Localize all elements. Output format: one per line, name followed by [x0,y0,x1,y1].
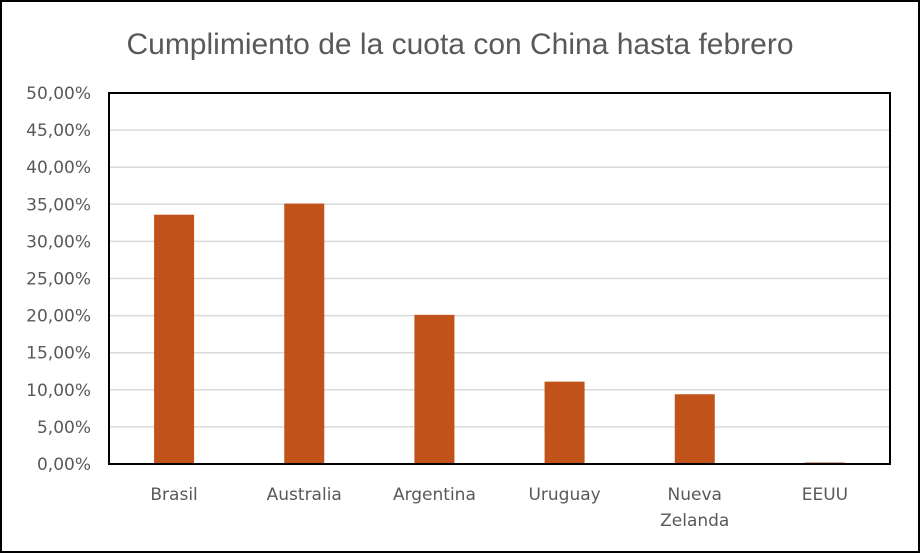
bar-australia [284,203,325,465]
y-tick-label: 40,00% [26,158,91,178]
x-category-label: Australia [267,485,342,505]
bar-brasil [154,214,195,464]
bar-nueva-zelanda [674,394,715,464]
bar-uruguay [544,381,585,464]
y-tick-label: 0,00% [37,455,91,475]
x-category-label: Nueva Zelanda [660,485,729,531]
y-tick-label: 30,00% [26,232,91,252]
y-tick-label: 10,00% [26,381,91,401]
gridlines [109,92,890,465]
plot-area-border [108,92,891,465]
bar-argentina [414,314,455,464]
x-axis-category-labels: Brasil Australia Argentina Uruguay Nueva Zela… [150,485,848,531]
x-category-label: Argentina [393,485,476,505]
y-axis-tick-labels: 0,00% 5,00% 10,00% 15,00% 20,00% 25,00% 30,00%… [26,84,91,475]
y-tick-label: 20,00% [26,307,91,327]
y-tick-label: 15,00% [26,344,91,364]
x-category-label: Brasil [150,485,197,505]
x-category-label: Uruguay [528,485,600,505]
x-category-label: EEUU [802,485,848,505]
y-tick-label: 35,00% [26,195,91,215]
bars [154,203,845,465]
y-tick-label: 25,00% [26,270,91,290]
y-tick-label: 45,00% [26,121,91,141]
chart-title: Cumplimiento de la cuota con China hasta… [126,28,793,61]
y-tick-label: 5,00% [37,418,91,438]
y-tick-label: 50,00% [26,84,91,104]
